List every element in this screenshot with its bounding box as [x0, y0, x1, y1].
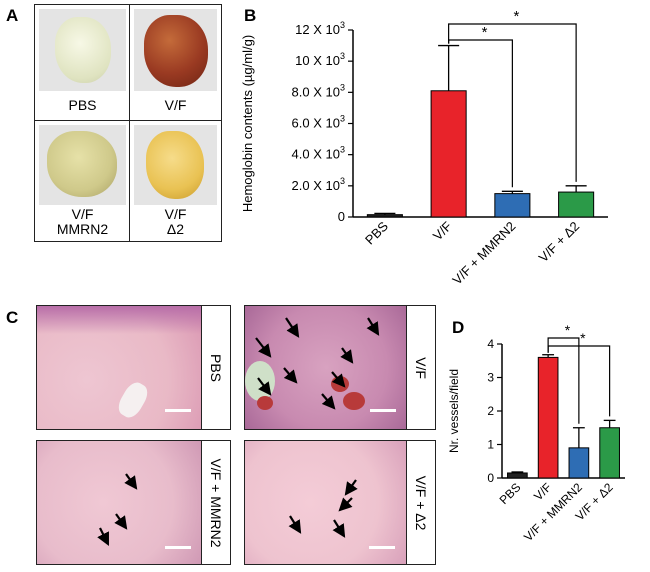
arrow — [331, 371, 346, 388]
plug-photo — [134, 9, 217, 91]
bar — [558, 191, 595, 218]
bar — [537, 356, 559, 479]
y-tick-label: 0 — [338, 209, 345, 224]
histology-cell-pbs: PBS — [36, 305, 231, 430]
arrow — [344, 479, 358, 496]
significance-star: * — [513, 8, 519, 25]
histology-label: V/F + Δ2 — [406, 441, 435, 564]
panel-label-c: C — [6, 308, 19, 327]
plug-vf-delta2-image — [146, 131, 204, 199]
arrow — [255, 337, 272, 358]
arrow — [288, 515, 302, 534]
arrow — [283, 367, 298, 384]
significance-star: * — [565, 322, 571, 338]
significance-bracket — [448, 23, 577, 182]
histology-cell-vf: V/F — [244, 305, 436, 430]
arrow — [124, 473, 138, 490]
plug-vf-image — [144, 15, 208, 87]
panel-label-d: D — [452, 318, 465, 337]
vessel — [257, 396, 273, 410]
scale-bar — [165, 546, 191, 549]
histology-label: V/F — [406, 306, 435, 429]
y-axis-label: Nr. vessels/field — [447, 369, 461, 453]
photo-label: MMRN2 — [56, 221, 109, 237]
arrow — [332, 519, 346, 538]
histology-label: PBS — [201, 306, 230, 429]
histology-cell-vf-mmrn2: V/F + MMRN2 — [36, 440, 231, 565]
arrow — [285, 317, 300, 338]
photo-label: PBS — [68, 97, 97, 113]
category-label: V/F — [531, 480, 554, 503]
histology-image — [37, 306, 202, 429]
arrow — [338, 497, 353, 512]
arrow — [340, 347, 354, 364]
bar — [568, 447, 590, 479]
y-axis-label: Hemoglobin contents (µg/ml/g) — [240, 35, 255, 212]
photo-cell-vf: V/F — [129, 4, 222, 122]
significance-star: * — [580, 330, 586, 346]
histology-label: V/F + MMRN2 — [201, 441, 230, 564]
y-tick-label: 4.0 X 103 — [292, 145, 345, 162]
arrow — [257, 377, 272, 396]
arrow — [97, 527, 109, 546]
significance-bracket — [547, 337, 580, 424]
photo-label: V/F — [164, 206, 187, 222]
plug-photo — [39, 125, 126, 205]
plug-photo — [134, 125, 217, 205]
bar — [507, 472, 528, 479]
photo-cell-vf-delta2: V/F Δ2 — [129, 120, 222, 242]
panel-label-a: A — [6, 6, 19, 25]
tissue-edge — [37, 306, 202, 334]
bar — [430, 90, 467, 218]
category-label: PBS — [497, 480, 524, 507]
photo-label: Δ2 — [166, 221, 185, 237]
histology-image — [37, 441, 202, 564]
scale-bar — [369, 546, 395, 549]
y-tick-label: 3 — [487, 371, 494, 385]
y-tick-label: 8.0 X 103 — [292, 82, 345, 99]
plug-photo — [39, 9, 126, 91]
arrow — [114, 513, 128, 530]
vessel — [343, 392, 365, 410]
histology-image — [245, 441, 407, 564]
scale-bar — [370, 409, 396, 412]
photo-label: V/F — [164, 97, 187, 113]
photo-label: V/F — [71, 206, 94, 222]
y-tick-label: 4 — [487, 337, 494, 351]
y-tick-label: 1 — [487, 438, 494, 452]
plug-vf-mmrn2-image — [47, 131, 117, 197]
significance-star: * — [482, 24, 488, 41]
arrow — [366, 317, 380, 336]
y-tick-label: 10 X 103 — [295, 51, 345, 68]
y-tick-label: 12 X 103 — [295, 20, 345, 37]
chart-b-hemoglobin: 0 2.0 X 103 4.0 X 103 6.0 X 103 8.0 X 103 10 … — [240, 8, 608, 288]
y-tick-label: 2 — [487, 404, 494, 418]
plug-pbs-image — [55, 17, 111, 83]
photo-cell-vf-mmrn2: V/F MMRN2 — [34, 120, 131, 242]
y-tick-label: 2.0 X 103 — [292, 176, 345, 193]
bar — [599, 427, 620, 479]
photo-cell-pbs: PBS — [34, 4, 131, 122]
panel-label-b: B — [244, 6, 257, 25]
significance-bracket — [547, 345, 611, 417]
y-tick-label: 0 — [487, 471, 494, 485]
scale-bar — [165, 409, 191, 412]
y-tick-label: 6.0 X 103 — [292, 114, 345, 131]
arrow — [321, 393, 336, 410]
